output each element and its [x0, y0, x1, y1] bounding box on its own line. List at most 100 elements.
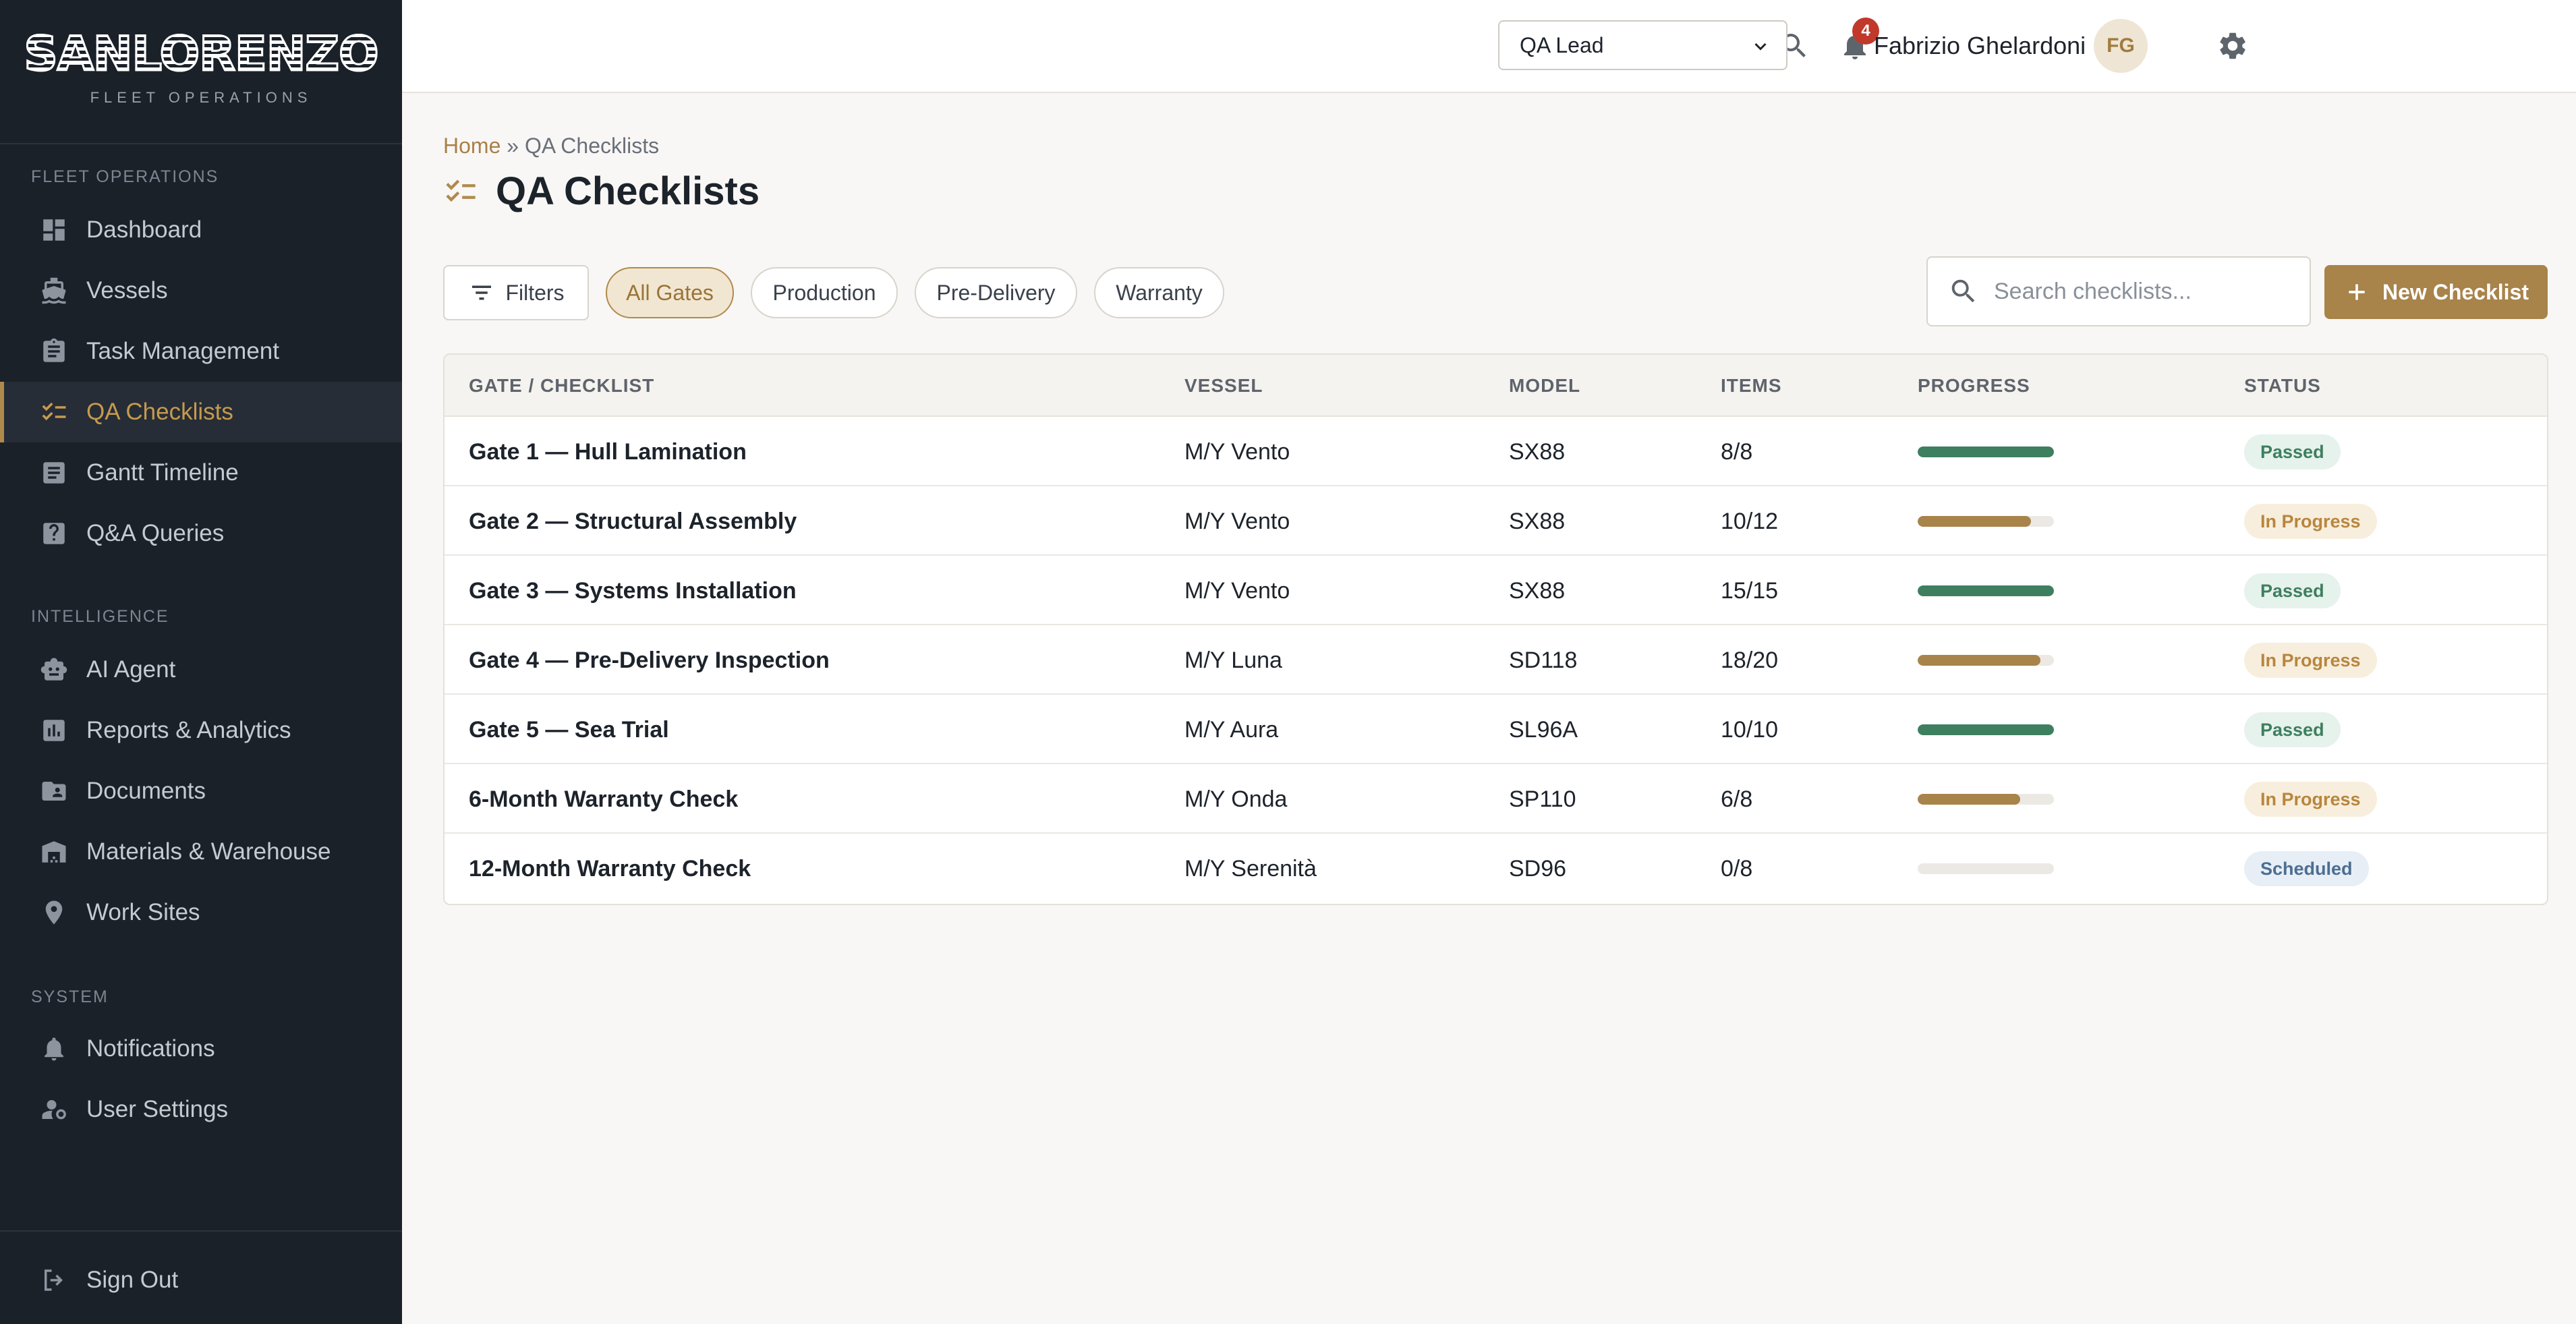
column-header-items[interactable]: ITEMS — [1721, 375, 1782, 396]
brand-logo: SANLORENZO — [0, 26, 402, 82]
gear-icon[interactable] — [2214, 27, 2252, 65]
sidebar-item-materials-warehouse[interactable]: Materials & Warehouse — [0, 822, 402, 882]
table-row[interactable]: Gate 5 — Sea Trial M/Y Aura SL96A 10/10 Pass… — [445, 695, 2547, 764]
items-cell: 0/8 — [1721, 856, 1753, 882]
new-checklist-button[interactable]: New Checklist — [2324, 265, 2548, 319]
nav-section-system: SYSTEM — [31, 987, 109, 1006]
chip-all-gates[interactable]: All Gates — [606, 267, 734, 318]
checklist-name[interactable]: Gate 3 — Systems Installation — [469, 578, 797, 604]
sidebar: SANLORENZO FLEET OPERATIONS FLEET OPERAT… — [0, 0, 402, 1324]
logout-icon — [39, 1265, 69, 1295]
role-select[interactable]: QA Lead — [1498, 20, 1787, 70]
vessel-cell: M/Y Vento — [1184, 509, 1290, 534]
sidebar-item-reports-analytics[interactable]: Reports & Analytics — [0, 700, 402, 761]
breadcrumb-current: QA Checklists — [524, 134, 660, 158]
brand: SANLORENZO FLEET OPERATIONS — [0, 0, 402, 144]
sidebar-item-label: Gantt Timeline — [86, 459, 239, 486]
column-header-model[interactable]: MODEL — [1509, 375, 1581, 396]
column-header-vessel[interactable]: VESSEL — [1184, 375, 1263, 396]
items-cell: 10/10 — [1721, 717, 1779, 743]
sidebar-item-qa-queries[interactable]: Q&A Queries — [0, 503, 402, 564]
model-cell: SX88 — [1509, 509, 1566, 534]
table-header: GATE / CHECKLIST VESSEL MODEL ITEMS PROG… — [445, 355, 2547, 417]
model-cell: SD96 — [1509, 856, 1567, 882]
sidebar-item-label: Q&A Queries — [86, 520, 225, 546]
sidebar-item-ai-agent[interactable]: AI Agent — [0, 639, 402, 700]
brand-subtitle: FLEET OPERATIONS — [90, 89, 312, 106]
checklist-name[interactable]: Gate 5 — Sea Trial — [469, 717, 669, 743]
checklist-name[interactable]: 6-Month Warranty Check — [469, 786, 739, 812]
progress-bar — [1918, 794, 2054, 805]
progress-fill — [1918, 447, 2054, 457]
folder-icon — [39, 776, 69, 806]
warehouse-icon — [39, 837, 69, 867]
checklist-icon — [446, 179, 476, 202]
chevron-down-icon — [1754, 42, 1767, 51]
checklists-table: GATE / CHECKLIST VESSEL MODEL ITEMS PROG… — [443, 353, 2548, 905]
progress-fill — [1918, 516, 2032, 527]
question-icon — [39, 519, 69, 548]
search-field[interactable] — [1926, 256, 2311, 326]
items-cell: 6/8 — [1721, 786, 1753, 812]
sidebar-item-vessels[interactable]: Vessels — [0, 260, 402, 321]
sidebar-item-documents[interactable]: Documents — [0, 761, 402, 822]
column-header-progress[interactable]: PROGRESS — [1918, 375, 2030, 396]
chip-warranty[interactable]: Warranty — [1094, 267, 1224, 318]
chart-icon — [39, 716, 69, 745]
sidebar-item-notifications[interactable]: Notifications — [0, 1018, 402, 1079]
timeline-icon — [39, 458, 69, 488]
chip-production[interactable]: Production — [751, 267, 898, 318]
sidebar-item-label: Materials & Warehouse — [86, 838, 331, 865]
column-header-status[interactable]: STATUS — [2244, 375, 2321, 396]
checklist-name[interactable]: Gate 2 — Structural Assembly — [469, 509, 797, 534]
search-icon[interactable] — [1775, 27, 1813, 65]
ship-icon — [39, 276, 69, 306]
user-gear-icon — [39, 1095, 69, 1124]
breadcrumb-separator: » — [507, 134, 519, 158]
vessel-cell: M/Y Serenità — [1184, 856, 1317, 882]
role-select-value: QA Lead — [1520, 32, 1604, 57]
column-header-gate[interactable]: GATE / CHECKLIST — [469, 375, 655, 396]
checklist-name[interactable]: Gate 4 — Pre-Delivery Inspection — [469, 647, 830, 673]
table-row[interactable]: 12-Month Warranty Check M/Y Serenità SD96 0… — [445, 834, 2547, 903]
sidebar-item-label: Notifications — [86, 1035, 215, 1062]
sidebar-item-work-sites[interactable]: Work Sites — [0, 882, 402, 943]
sidebar-item-dashboard[interactable]: Dashboard — [0, 200, 402, 260]
vessel-cell: M/Y Aura — [1184, 717, 1279, 743]
sidebar-item-user-settings[interactable]: User Settings — [0, 1079, 402, 1140]
chip-pre-delivery[interactable]: Pre-Delivery — [915, 267, 1077, 318]
filters-button[interactable]: Filters — [443, 265, 589, 320]
sidebar-item-gantt-timeline[interactable]: Gantt Timeline — [0, 442, 402, 503]
location-pin-icon — [39, 898, 69, 927]
items-cell: 18/20 — [1721, 647, 1779, 673]
breadcrumb-home-link[interactable]: Home — [443, 134, 501, 158]
items-cell: 10/12 — [1721, 509, 1779, 534]
sidebar-item-label: Task Management — [86, 338, 279, 364]
model-cell: SL96A — [1509, 717, 1578, 743]
search-icon — [1951, 279, 1975, 303]
status-badge: Passed — [2244, 434, 2341, 469]
model-cell: SX88 — [1509, 439, 1566, 465]
vessel-cell: M/Y Onda — [1184, 786, 1288, 812]
checklist-name[interactable]: 12-Month Warranty Check — [469, 856, 751, 882]
table-row[interactable]: Gate 4 — Pre-Delivery Inspection M/Y Luna… — [445, 625, 2547, 695]
sidebar-item-task-management[interactable]: Task Management — [0, 321, 402, 382]
table-row[interactable]: Gate 3 — Systems Installation M/Y Vento SX… — [445, 556, 2547, 625]
checklist-name[interactable]: Gate 1 — Hull Lamination — [469, 439, 747, 465]
table-row[interactable]: Gate 2 — Structural Assembly M/Y Vento SX8… — [445, 486, 2547, 556]
sidebar-item-label: Vessels — [86, 277, 168, 304]
table-row[interactable]: 6-Month Warranty Check M/Y Onda SP110 6/8 In… — [445, 764, 2547, 834]
new-checklist-label: New Checklist — [2382, 279, 2529, 304]
avatar[interactable]: FG — [2094, 19, 2148, 73]
progress-fill — [1918, 585, 2054, 596]
table-row[interactable]: Gate 1 — Hull Lamination M/Y Vento SX88 8/8… — [445, 417, 2547, 486]
dashboard-icon — [39, 215, 69, 245]
sign-out-button[interactable]: Sign Out — [39, 1265, 178, 1295]
sidebar-item-label: AI Agent — [86, 656, 176, 683]
search-input[interactable] — [1993, 277, 2289, 306]
user-name[interactable]: Fabrizio Ghelardoni — [1874, 32, 2086, 59]
sidebar-item-qa-checklists[interactable]: QA Checklists — [0, 382, 402, 442]
sidebar-item-label: Reports & Analytics — [86, 717, 291, 743]
model-cell: SD118 — [1509, 647, 1578, 673]
notification-count-badge: 4 — [1852, 18, 1879, 45]
